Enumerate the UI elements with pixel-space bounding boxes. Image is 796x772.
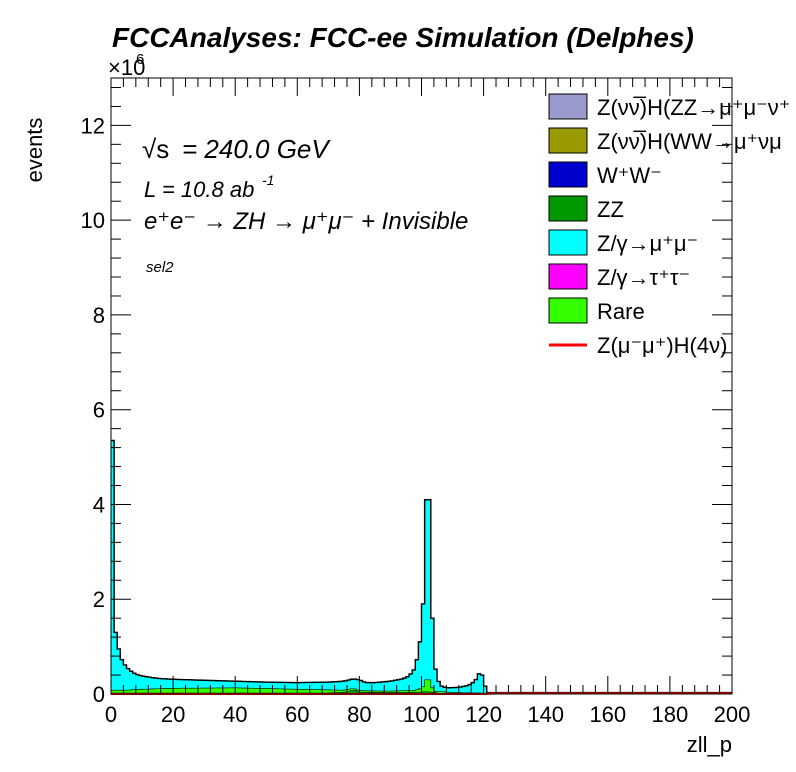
legend-label: ZZ	[597, 197, 624, 222]
lumi-label: L = 10.8 ab	[144, 177, 254, 202]
legend-entries: Z(νν̅)H(ZZ→μ⁺μ⁻ν⁺ Z(νν̅)H(WW→μ⁺νμ W⁺W⁻ ZZ Z/…	[548, 93, 790, 358]
axis-ticks: 0 20 40 60 80 100 120 140 160 180 200 0 2 4 6 8 10 12	[81, 78, 751, 727]
y-axis-label: events	[22, 118, 47, 183]
y-tick-label: 8	[93, 303, 105, 328]
x-tick-label: 160	[589, 702, 626, 727]
y-tick-label: 10	[81, 208, 105, 233]
annotation-block: √s = 240.0 GeV L = 10.8 ab -1 e⁺e⁻ → ZH …	[142, 134, 468, 276]
y-tick-label: 12	[81, 113, 105, 138]
legend-label: Z(μ⁻μ⁺)H(4ν)	[597, 333, 727, 358]
y-tick-label: 2	[93, 587, 105, 612]
x-tick-label: 120	[465, 702, 502, 727]
legend-swatch	[548, 229, 588, 256]
sqrt-s-label: √s	[142, 134, 169, 164]
y-tick-label: 6	[93, 398, 105, 423]
legend: Z(νν̅)H(ZZ→μ⁺μ⁻ν⁺ Z(νν̅)H(WW→μ⁺νμ W⁺W⁻ ZZ Z/…	[548, 93, 790, 358]
legend-label: Rare	[597, 299, 645, 324]
legend-swatch	[548, 297, 588, 324]
legend-label: Z(νν̅)H(ZZ→μ⁺μ⁻ν⁺	[597, 95, 790, 120]
x-tick-label: 80	[347, 702, 371, 727]
y-multiplier: ×10	[108, 55, 145, 80]
chart-title: FCCAnalyses: FCC-ee Simulation (Delphes)	[112, 22, 694, 53]
x-tick-label: 40	[223, 702, 247, 727]
lumi-exponent: -1	[262, 172, 274, 188]
legend-swatch	[548, 93, 588, 120]
x-tick-label: 60	[285, 702, 309, 727]
y-exponent: 6	[136, 51, 144, 68]
legend-label: Z/γ→τ⁺τ⁻	[597, 265, 690, 290]
x-tick-label: 20	[161, 702, 185, 727]
energy-label: = 240.0 GeV	[182, 134, 331, 164]
series-z-gamma-mumu-area	[110, 439, 733, 695]
legend-swatch	[548, 161, 588, 188]
x-tick-label: 140	[527, 702, 564, 727]
legend-label: W⁺W⁻	[597, 163, 662, 188]
y-tick-label: 0	[93, 682, 105, 707]
process-label: e⁺e⁻ → ZH → μ⁺μ⁻ + Invisible	[144, 208, 468, 235]
selection-label: sel2	[146, 259, 174, 276]
x-tick-label: 200	[714, 702, 751, 727]
legend-swatch	[548, 127, 588, 154]
legend-swatch	[548, 263, 588, 290]
x-tick-label: 100	[403, 702, 440, 727]
x-axis-label: zll_p	[687, 732, 732, 757]
legend-swatch	[548, 195, 588, 222]
legend-label: Z/γ→μ⁺μ⁻	[597, 231, 698, 256]
stack-layers	[110, 439, 733, 695]
x-tick-label: 180	[652, 702, 689, 727]
legend-label: Z(νν̅)H(WW→μ⁺νμ	[597, 129, 782, 154]
x-tick-label: 0	[105, 702, 117, 727]
y-tick-label: 4	[93, 492, 105, 517]
